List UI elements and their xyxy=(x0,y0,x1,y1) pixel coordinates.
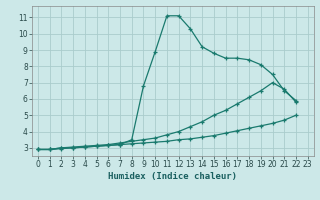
X-axis label: Humidex (Indice chaleur): Humidex (Indice chaleur) xyxy=(108,172,237,181)
